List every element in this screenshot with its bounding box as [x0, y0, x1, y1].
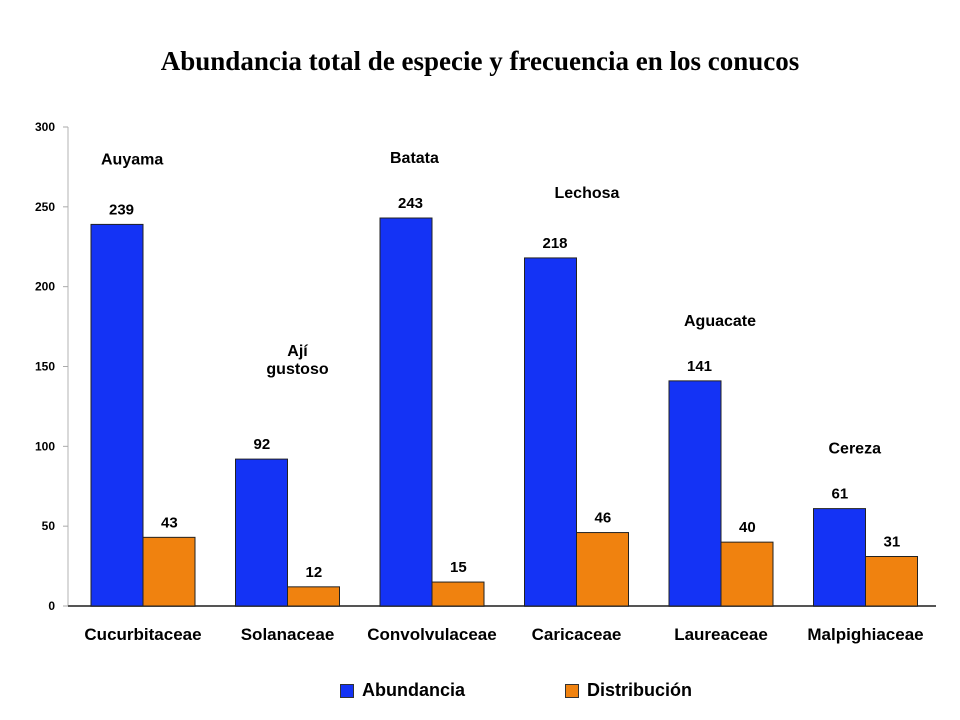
species-annotation: Ají gustoso	[266, 343, 328, 378]
species-annotation: Batata	[390, 150, 439, 167]
bar-value-label: 46	[595, 510, 612, 527]
chart-axes: 0 50 100 150 200 250 300	[35, 120, 936, 613]
bar	[865, 556, 918, 607]
bar-value-label: 92	[254, 436, 271, 453]
bar	[813, 508, 866, 607]
y-tick-label: 150	[35, 360, 55, 374]
category-label: Convolvulaceae	[367, 625, 496, 644]
category-label: Caricaceae	[532, 625, 622, 644]
category-label: Solanaceae	[241, 625, 335, 644]
bar-value-label: 43	[161, 514, 178, 531]
bar-value-label: 40	[739, 519, 756, 536]
bar	[235, 458, 288, 607]
bar	[287, 586, 340, 607]
legend-item-abundancia: Abundancia	[340, 680, 465, 701]
category-label: Malpighiaceae	[807, 625, 923, 644]
bar-value-label: 15	[450, 559, 467, 576]
bar-value-label: 61	[832, 486, 849, 503]
y-tick-label: 300	[35, 120, 55, 134]
bar-value-label: 31	[884, 534, 901, 551]
legend-swatch-distribucion	[565, 683, 579, 698]
species-annotation: Lechosa	[555, 185, 620, 202]
bar	[90, 223, 144, 607]
bar-value-label: 141	[687, 358, 712, 375]
bar-value-label: 239	[109, 201, 134, 218]
bar	[524, 257, 577, 607]
category-label: Cucurbitaceae	[84, 625, 201, 644]
chart-title: Abundancia total de especie y frecuencia…	[160, 46, 800, 76]
bar	[576, 532, 629, 607]
y-tick-label: 0	[48, 599, 55, 613]
bar	[142, 536, 196, 607]
bar-chart: 0 50 100 150 200 250 300 239 43 Cucurbitaceae 92 1…	[35, 120, 936, 644]
y-tick-label: 200	[35, 280, 55, 294]
bar-value-label: 243	[398, 195, 423, 212]
bar	[431, 581, 485, 607]
legend-swatch-abundancia	[340, 683, 354, 698]
legend-item-distribucion: Distribución	[565, 680, 692, 701]
species-annotation: Auyama	[101, 151, 163, 168]
category-label: Laureaceae	[674, 625, 768, 644]
bar-value-label: 12	[306, 564, 323, 581]
species-annotation: Aguacate	[684, 313, 756, 330]
y-tick-label: 100	[35, 439, 55, 453]
y-tick-label: 250	[35, 200, 55, 214]
species-annotation: Cereza	[829, 441, 882, 458]
legend-label-distribucion: Distribución	[587, 680, 693, 700]
bars	[90, 217, 918, 607]
legend: Abundancia Distribución	[0, 680, 960, 704]
legend-label-abundancia: Abundancia	[362, 680, 466, 700]
y-tick-label: 50	[42, 519, 56, 533]
bar	[720, 541, 774, 607]
bar	[668, 380, 722, 607]
bar-value-label: 218	[543, 235, 568, 252]
bar	[379, 217, 433, 607]
labels: 239 43 Cucurbitaceae 92 12 Solanaceae 243 15 Con…	[84, 150, 923, 644]
